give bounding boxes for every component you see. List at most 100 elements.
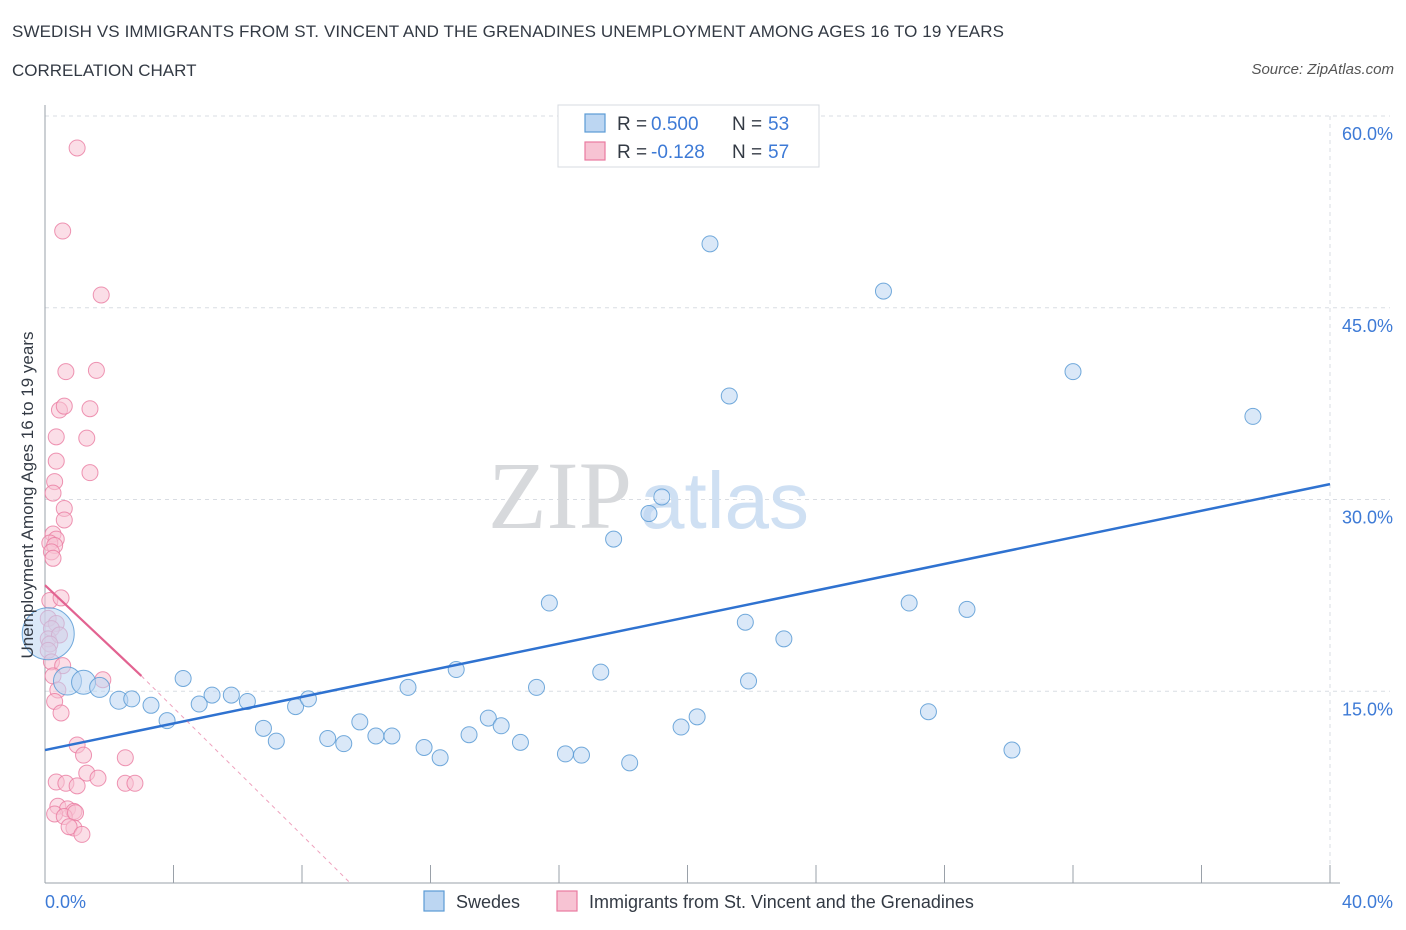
point-immigrants-21	[44, 549, 62, 567]
point-swedes-11	[222, 686, 240, 704]
point-swedes-21	[383, 727, 401, 745]
point-swedes-52	[1244, 407, 1262, 425]
point-immigrants-11	[81, 464, 99, 482]
point-immigrants-39	[75, 746, 93, 764]
y-tick-label-1: 30.0%	[1342, 508, 1393, 528]
series-immigrants-points	[39, 139, 144, 843]
point-immigrants-53	[67, 804, 85, 822]
point-swedes-37	[640, 505, 658, 523]
legend-swatch-immigrants	[584, 141, 606, 161]
point-swedes-40	[688, 708, 706, 726]
x-tick-label-0: 0.0%	[45, 892, 86, 912]
x-tick-label-1: 40.0%	[1342, 892, 1393, 912]
point-immigrants-10	[47, 452, 65, 470]
watermark: ZIP atlas	[488, 442, 809, 549]
y-tick-label-2: 45.0%	[1342, 316, 1393, 336]
y-tick-label-0: 15.0%	[1342, 699, 1393, 719]
point-swedes-45	[775, 630, 793, 648]
point-swedes-51	[1064, 363, 1082, 381]
point-swedes-31	[540, 594, 558, 612]
point-swedes-8	[174, 669, 192, 687]
chart-title: SWEDISH VS IMMIGRANTS FROM ST. VINCENT A…	[12, 22, 1005, 41]
point-immigrants-8	[47, 428, 65, 446]
point-swedes-5	[123, 690, 141, 708]
point-swedes-46	[874, 282, 892, 300]
point-swedes-28	[492, 717, 510, 735]
point-swedes-29	[511, 733, 529, 751]
series-swedes-points	[21, 235, 1262, 772]
point-swedes-48	[919, 703, 937, 721]
point-immigrants-9	[78, 429, 96, 447]
point-immigrants-7	[81, 400, 99, 418]
legend-n-label-immigrants: N =	[732, 142, 762, 163]
point-swedes-22	[399, 678, 417, 696]
point-immigrants-40	[116, 749, 134, 767]
point-immigrants-42	[89, 769, 107, 787]
y-axis-label: Unemployment Among Ages 16 to 19 years	[18, 332, 37, 659]
trend-line-immigrants-extension	[141, 675, 351, 884]
point-swedes-12	[238, 692, 256, 710]
point-swedes-27	[479, 709, 497, 727]
legend-bottom-label-swedes: Swedes	[456, 892, 520, 912]
point-swedes-9	[190, 695, 208, 713]
point-swedes-34	[592, 663, 610, 681]
point-swedes-39	[672, 718, 690, 736]
point-immigrants-6	[55, 397, 73, 415]
point-immigrants-15	[55, 511, 73, 529]
legend-bottom: Swedes Immigrants from St. Vincent and t…	[423, 890, 974, 912]
legend-n-value-swedes: 53	[768, 114, 789, 135]
point-immigrants-37	[52, 704, 70, 722]
source-label: Source: ZipAtlas.com	[1251, 61, 1394, 78]
point-immigrants-4	[87, 361, 105, 379]
point-immigrants-55	[60, 818, 78, 836]
point-swedes-19	[351, 713, 369, 731]
point-swedes-43	[736, 613, 754, 631]
watermark-zip: ZIP	[488, 442, 632, 549]
legend-r-label-immigrants: R =	[617, 142, 647, 163]
point-immigrants-56	[73, 825, 91, 843]
point-swedes-18	[335, 735, 353, 753]
point-immigrants-1	[54, 222, 72, 240]
point-swedes-26	[460, 726, 478, 744]
point-swedes-3	[89, 676, 111, 698]
legend-top: R = 0.500 N = 53 R = -0.128 N = 57	[557, 104, 820, 168]
point-swedes-23	[415, 738, 433, 756]
legend-bottom-swatch-swedes	[423, 890, 445, 912]
point-swedes-41	[701, 235, 719, 253]
legend-r-label-swedes: R =	[617, 114, 647, 135]
point-swedes-10	[203, 686, 221, 704]
legend-r-value-swedes: 0.500	[651, 114, 699, 135]
y-tick-labels: 15.0% 30.0% 45.0% 60.0%	[1342, 124, 1393, 719]
point-swedes-32	[556, 745, 574, 763]
point-immigrants-23	[52, 589, 70, 607]
legend-r-value-immigrants: -0.128	[651, 142, 705, 163]
point-swedes-0	[21, 607, 75, 661]
point-swedes-49	[958, 600, 976, 618]
point-swedes-44	[740, 672, 758, 690]
legend-swatch-swedes	[584, 113, 606, 133]
point-swedes-42	[720, 387, 738, 405]
trend-line-immigrants	[44, 584, 143, 677]
point-swedes-35	[605, 530, 623, 548]
y-tick-label-3: 60.0%	[1342, 124, 1393, 144]
trend-line-swedes	[44, 482, 1331, 752]
point-swedes-50	[1003, 741, 1021, 759]
point-immigrants-2	[92, 286, 110, 304]
point-swedes-47	[900, 594, 918, 612]
point-swedes-14	[267, 732, 285, 750]
point-swedes-20	[367, 727, 385, 745]
legend-bottom-swatch-immigrants	[556, 890, 578, 912]
point-immigrants-0	[68, 139, 86, 157]
point-swedes-17	[319, 730, 337, 748]
x-tick-labels: 0.0% 40.0%	[45, 892, 1393, 912]
legend-bottom-label-immigrants: Immigrants from St. Vincent and the Gren…	[589, 892, 974, 912]
point-swedes-36	[621, 754, 639, 772]
point-swedes-24	[431, 749, 449, 767]
point-immigrants-3	[57, 363, 75, 381]
point-immigrants-47	[126, 774, 144, 792]
point-swedes-13	[254, 719, 272, 737]
point-immigrants-13	[44, 484, 62, 502]
legend-n-label-swedes: N =	[732, 114, 762, 135]
point-swedes-33	[572, 746, 590, 764]
